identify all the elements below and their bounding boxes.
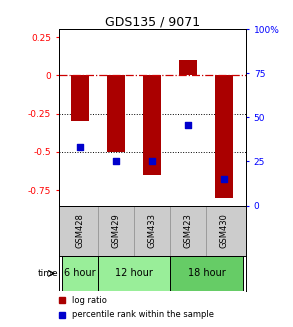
Text: 18 hour: 18 hour bbox=[188, 268, 225, 278]
Title: GDS135 / 9071: GDS135 / 9071 bbox=[105, 15, 200, 28]
Text: time: time bbox=[37, 269, 58, 278]
Point bbox=[222, 177, 227, 182]
Bar bbox=[107, 75, 125, 152]
Bar bbox=[98, 256, 171, 291]
Text: GSM430: GSM430 bbox=[220, 213, 229, 248]
Point bbox=[78, 145, 83, 150]
Point bbox=[186, 122, 191, 127]
Bar bbox=[171, 256, 243, 291]
Text: 6 hour: 6 hour bbox=[64, 268, 96, 278]
Bar bbox=[62, 256, 98, 291]
Point bbox=[150, 159, 155, 164]
Point bbox=[114, 159, 119, 164]
Bar bbox=[71, 75, 89, 121]
Text: GSM429: GSM429 bbox=[112, 213, 121, 248]
Text: GSM433: GSM433 bbox=[148, 213, 157, 248]
Text: percentile rank within the sample: percentile rank within the sample bbox=[72, 310, 214, 319]
Text: GSM428: GSM428 bbox=[76, 213, 85, 248]
Text: log ratio: log ratio bbox=[72, 296, 107, 305]
Text: GSM423: GSM423 bbox=[184, 213, 193, 248]
Bar bbox=[215, 75, 234, 198]
Bar bbox=[179, 60, 197, 75]
Bar bbox=[143, 75, 161, 175]
Text: 12 hour: 12 hour bbox=[115, 268, 153, 278]
